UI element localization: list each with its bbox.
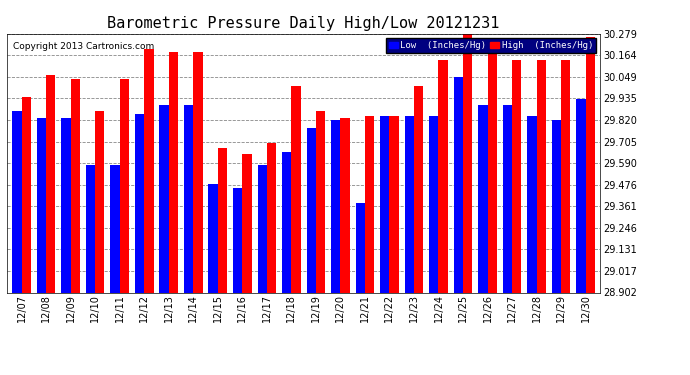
Bar xyxy=(404,116,414,292)
Bar xyxy=(21,98,31,292)
Bar xyxy=(282,152,291,292)
Bar xyxy=(503,105,512,292)
Bar xyxy=(586,38,595,292)
Bar xyxy=(527,116,537,292)
Bar xyxy=(242,154,252,292)
Bar xyxy=(380,116,389,292)
Title: Barometric Pressure Daily High/Low 20121231: Barometric Pressure Daily High/Low 20121… xyxy=(108,16,500,31)
Bar xyxy=(291,86,301,292)
Bar xyxy=(552,120,561,292)
Bar xyxy=(144,49,154,292)
Bar xyxy=(561,60,571,292)
Bar xyxy=(438,60,448,292)
Bar xyxy=(478,105,488,292)
Bar xyxy=(218,148,227,292)
Bar xyxy=(193,53,203,292)
Bar xyxy=(159,105,169,292)
Bar xyxy=(429,116,438,292)
Bar xyxy=(365,116,374,292)
Bar xyxy=(208,184,218,292)
Bar xyxy=(316,111,325,292)
Bar xyxy=(340,118,350,292)
Bar xyxy=(169,53,178,292)
Bar xyxy=(95,111,104,292)
Bar xyxy=(70,79,80,292)
Bar xyxy=(184,105,193,292)
Bar xyxy=(331,120,340,292)
Bar xyxy=(512,60,522,292)
Bar xyxy=(453,77,463,292)
Bar xyxy=(576,99,586,292)
Bar xyxy=(463,33,472,292)
Bar xyxy=(110,165,119,292)
Legend: Low  (Inches/Hg), High  (Inches/Hg): Low (Inches/Hg), High (Inches/Hg) xyxy=(386,38,595,53)
Bar xyxy=(267,142,276,292)
Bar xyxy=(389,116,399,292)
Bar xyxy=(61,118,70,292)
Bar xyxy=(233,188,242,292)
Bar xyxy=(306,128,316,292)
Text: Copyright 2013 Cartronics.com: Copyright 2013 Cartronics.com xyxy=(13,42,154,51)
Bar xyxy=(135,114,144,292)
Bar xyxy=(86,165,95,292)
Bar xyxy=(488,51,497,292)
Bar xyxy=(37,118,46,292)
Bar xyxy=(537,60,546,292)
Bar xyxy=(46,75,55,292)
Bar xyxy=(12,111,21,292)
Bar xyxy=(414,86,423,292)
Bar xyxy=(119,79,129,292)
Bar xyxy=(257,165,267,292)
Bar xyxy=(355,202,365,292)
